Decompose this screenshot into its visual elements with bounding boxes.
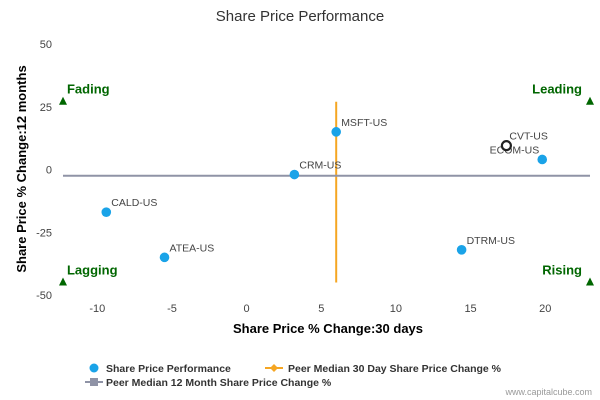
quadrant-triangle-icon xyxy=(586,96,594,105)
quadrant-triangle-icon xyxy=(58,277,67,286)
point-label: CRM-US xyxy=(299,160,341,172)
data-point xyxy=(456,245,467,255)
quadrant-triangle-icon xyxy=(58,96,67,105)
y-tick-label: 50 xyxy=(40,39,52,51)
x-tick-label: 20 xyxy=(539,303,551,315)
legend-label: Peer Median 12 Month Share Price Change … xyxy=(106,377,332,389)
y-tick-label: -25 xyxy=(36,227,52,239)
x-axis-title: Share Price % Change:30 days xyxy=(233,321,423,336)
quadrant-label: Fading xyxy=(67,82,110,97)
x-tick-label: -5 xyxy=(167,303,177,315)
legend-dot-icon xyxy=(89,363,99,373)
y-tick-label: 25 xyxy=(40,102,52,114)
legend-diamond-icon xyxy=(270,364,278,372)
legend-square-icon xyxy=(90,378,98,386)
data-point xyxy=(159,252,170,263)
point-label: MSFT-US xyxy=(341,117,387,129)
quadrant-label: Rising xyxy=(542,262,582,277)
legend-label: Peer Median 30 Day Share Price Change % xyxy=(288,363,502,375)
y-tick-label: 0 xyxy=(46,165,52,177)
point-label: CVT-US xyxy=(509,131,548,143)
point-label: ATEA-US xyxy=(170,242,215,254)
x-tick-label: 10 xyxy=(390,303,402,315)
footer-watermark: www.capitalcube.com xyxy=(504,387,592,397)
quadrant-label: Leading xyxy=(532,82,582,97)
chart-title: Share Price Performance xyxy=(216,8,384,25)
y-axis-title: Share Price % Change:12 months xyxy=(14,65,29,272)
data-point xyxy=(537,154,548,165)
y-tick-label: -50 xyxy=(36,290,52,302)
x-tick-label: 0 xyxy=(244,303,250,315)
quadrant-label: Lagging xyxy=(67,262,118,277)
point-label: ECOM-US xyxy=(490,144,540,156)
data-point xyxy=(101,207,112,217)
legend-label: Share Price Performance xyxy=(106,363,231,375)
point-label: DTRM-US xyxy=(467,235,515,247)
data-point xyxy=(289,169,300,180)
x-tick-label: 5 xyxy=(318,303,324,315)
data-point xyxy=(331,127,341,137)
point-label: CALD-US xyxy=(111,197,157,209)
x-tick-label: -10 xyxy=(89,303,105,315)
quadrant-triangle-icon xyxy=(586,277,594,286)
highlight-point xyxy=(500,140,512,152)
x-tick-label: 15 xyxy=(464,303,476,315)
